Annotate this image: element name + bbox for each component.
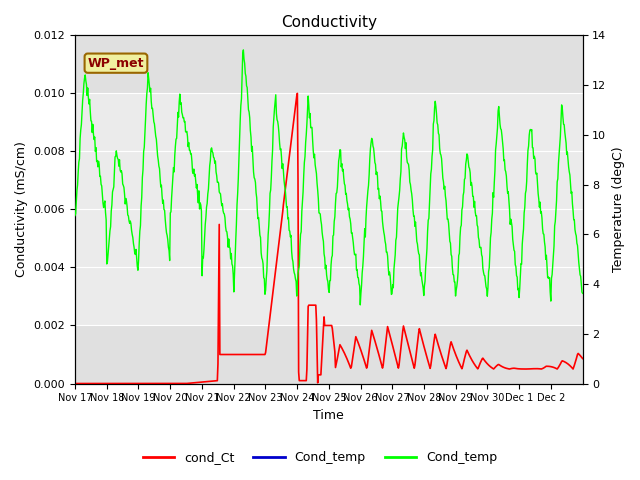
Title: Conductivity: Conductivity [281,15,377,30]
Y-axis label: Conductivity (mS/cm): Conductivity (mS/cm) [15,142,28,277]
X-axis label: Time: Time [314,409,344,422]
Bar [75,94,582,325]
Y-axis label: Temperature (degC): Temperature (degC) [612,146,625,272]
Legend: cond_Ct, Cond_temp, Cond_temp: cond_Ct, Cond_temp, Cond_temp [138,446,502,469]
Text: WP_met: WP_met [88,57,144,70]
